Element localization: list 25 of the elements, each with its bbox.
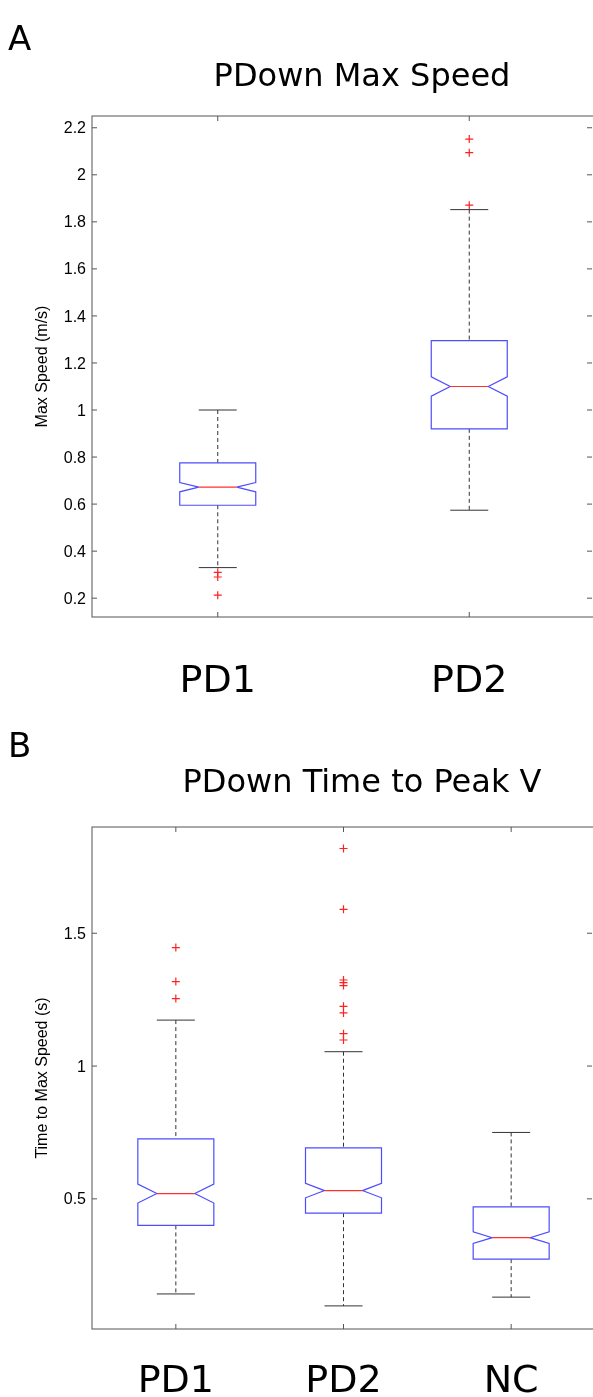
x-tick-label: PD1 — [179, 657, 256, 701]
x-tick-label: PD1 — [137, 1357, 215, 1397]
y-tick-label: 1.2 — [63, 354, 87, 372]
x-tick-label: PD2 — [305, 1357, 382, 1397]
y-tick-label: 2 — [77, 166, 87, 184]
y-tick-label: 2.2 — [63, 119, 87, 137]
y-axis-title: Time to Max Speed (s) — [33, 997, 50, 1159]
y-tick-label: 0.4 — [63, 542, 87, 560]
x-tick-label: PD2 — [431, 657, 508, 701]
y-tick-label: 1 — [77, 1057, 87, 1075]
y-tick-label: 1.5 — [63, 924, 87, 942]
y-tick-label: 1.4 — [63, 307, 87, 325]
chart-title: PDown Time to Peak V — [182, 762, 542, 800]
chart-title: PDown Max Speed — [213, 56, 511, 94]
y-tick-label: 0.2 — [63, 589, 87, 607]
y-axis-title: Max Speed (m/s) — [33, 305, 50, 428]
y-tick-label: 1 — [77, 401, 87, 419]
y-tick-label: 1.8 — [63, 213, 87, 231]
x-tick-label: NC — [483, 1357, 539, 1397]
text: B — [8, 725, 32, 765]
y-tick-label: 0.8 — [63, 448, 87, 466]
y-tick-label: 0.6 — [63, 495, 87, 513]
text: A — [8, 18, 32, 58]
y-tick-label: 1.6 — [63, 260, 87, 278]
y-tick-label: 0.5 — [63, 1190, 87, 1208]
